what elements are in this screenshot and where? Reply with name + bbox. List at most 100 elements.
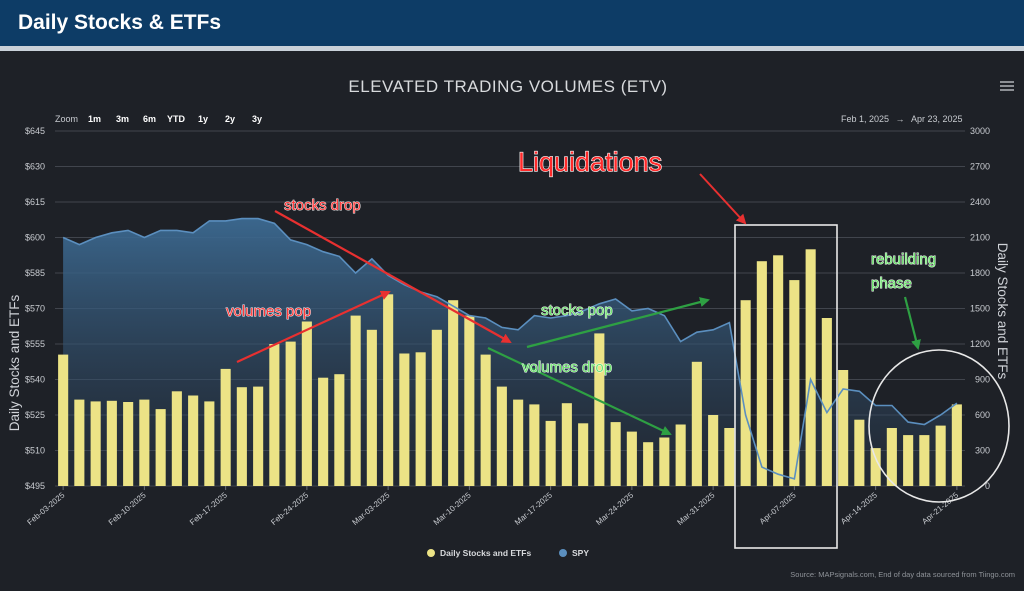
volume-bar[interactable] [496,386,507,486]
volume-bar[interactable] [561,403,572,486]
volume-bar[interactable] [285,341,296,486]
y-tick-left: $570 [25,304,45,314]
legend-item-spy[interactable]: SPY [559,548,589,558]
volumes-pop-arrow [236,290,391,363]
volume-bar[interactable] [253,386,264,486]
volume-bar[interactable] [74,399,85,486]
x-tick-label: Feb-24-2025 [269,490,310,527]
volume-bar[interactable] [171,391,182,486]
volume-bar[interactable] [106,400,117,486]
zoom-option-ytd[interactable]: YTD [167,114,186,124]
y-tick-left: $615 [25,197,45,207]
zoom-option-6m[interactable]: 6m [143,114,156,124]
volume-bar[interactable] [431,329,442,486]
volume-bar[interactable] [366,329,377,486]
stocks-drop-arrow [274,210,512,343]
volume-bar[interactable] [334,374,345,486]
volume-bar[interactable] [838,370,849,486]
date-range-to[interactable]: Apr 23, 2025 [911,114,963,124]
volume-bar[interactable] [903,435,914,486]
x-tick-label: Mar-24-2025 [594,490,635,527]
app-header: Daily Stocks & ETFs [0,0,1024,46]
volume-bar[interactable] [594,333,605,486]
volume-bar[interactable] [854,419,865,486]
volume-bar[interactable] [318,377,329,486]
volume-bar[interactable] [464,315,475,486]
volume-bar[interactable] [383,294,394,486]
zoom-bar: Zoom 1m 3m 6m YTD 1y 2y 3y [55,114,262,124]
volume-bar[interactable] [220,368,231,486]
source-note: Source: MAPsignals.com, End of day data … [790,570,1015,579]
zoom-option-1y[interactable]: 1y [198,114,208,124]
volume-bar[interactable] [886,428,897,486]
volume-bar[interactable] [188,395,199,487]
hamburger-menu-icon[interactable] [1000,81,1014,83]
y-tick-left: $555 [25,339,45,349]
volume-bar[interactable] [415,352,426,486]
volume-bar[interactable] [821,318,832,486]
y-tick-left: $540 [25,375,45,385]
legend-label-volume: Daily Stocks and ETFs [440,548,531,558]
volume-bar[interactable] [480,354,491,486]
volume-bar[interactable] [724,428,735,486]
volume-bar[interactable] [58,354,69,486]
volume-bar[interactable] [756,261,767,486]
volume-bars [58,249,962,487]
x-tick-label: Feb-17-2025 [188,490,229,527]
volume-bar[interactable] [626,431,637,486]
menu-button[interactable] [1000,81,1014,91]
volume-bar[interactable] [740,300,751,486]
x-tick-label: Mar-17-2025 [513,490,554,527]
volume-bar[interactable] [951,404,962,486]
volume-bar[interactable] [448,300,459,486]
y-tick-left: $495 [25,481,45,491]
volume-bar[interactable] [935,425,946,486]
zoom-option-3m[interactable]: 3m [116,114,129,124]
volume-bar[interactable] [675,424,686,487]
volume-bar[interactable] [350,315,361,486]
liquidations-box [734,224,838,549]
volume-bar[interactable] [90,401,101,486]
rebuilding-label-line2: phase [871,275,912,292]
volume-bar[interactable] [659,437,670,487]
volume-bar[interactable] [139,399,150,486]
volume-bar[interactable] [691,361,702,487]
volume-bar[interactable] [513,399,524,486]
volume-bar[interactable] [204,401,215,486]
volume-bar[interactable] [399,353,410,487]
volume-bar[interactable] [643,442,654,486]
volume-bar[interactable] [708,415,719,486]
volume-bar[interactable] [236,387,247,486]
volume-bar[interactable] [805,249,816,486]
y-axis-left: $645 $630 $615 $600 $585 $570 $555 $540 $525 $510… [25,126,45,491]
legend-item-volume[interactable]: Daily Stocks and ETFs [427,548,531,558]
y-tick-right: 2400 [970,197,990,207]
volumes-pop-label: volumes pop [226,303,311,320]
volume-bar[interactable] [919,435,930,486]
y-tick-right: 0 [985,481,990,491]
stocks-pop-label: stocks pop [541,302,613,319]
date-range: Feb 1, 2025 → Apr 23, 2025 [841,114,963,124]
stocks-drop-label: stocks drop [284,197,361,214]
volume-bar[interactable] [155,409,166,486]
volume-bar[interactable] [269,344,280,486]
volume-bar[interactable] [610,422,621,486]
volume-bar[interactable] [789,280,800,486]
zoom-option-3y[interactable]: 3y [252,114,262,124]
date-range-from[interactable]: Feb 1, 2025 [841,114,889,124]
volume-bar[interactable] [529,404,540,486]
zoom-option-2y[interactable]: 2y [225,114,235,124]
rebuilding-arrow [903,296,921,350]
y-tick-left: $600 [25,233,45,243]
volume-bar[interactable] [545,420,556,486]
y-tick-right: 3000 [970,126,990,136]
legend-swatch-spy [559,549,567,557]
volume-bar[interactable] [301,321,312,487]
volume-bar[interactable] [123,402,134,486]
volume-bar[interactable] [578,423,589,486]
zoom-option-1m[interactable]: 1m [88,114,101,124]
x-tick-label: Mar-03-2025 [351,490,392,527]
volume-bar[interactable] [773,255,784,487]
volume-bar[interactable] [870,448,881,486]
y-tick-right: 600 [975,410,990,420]
